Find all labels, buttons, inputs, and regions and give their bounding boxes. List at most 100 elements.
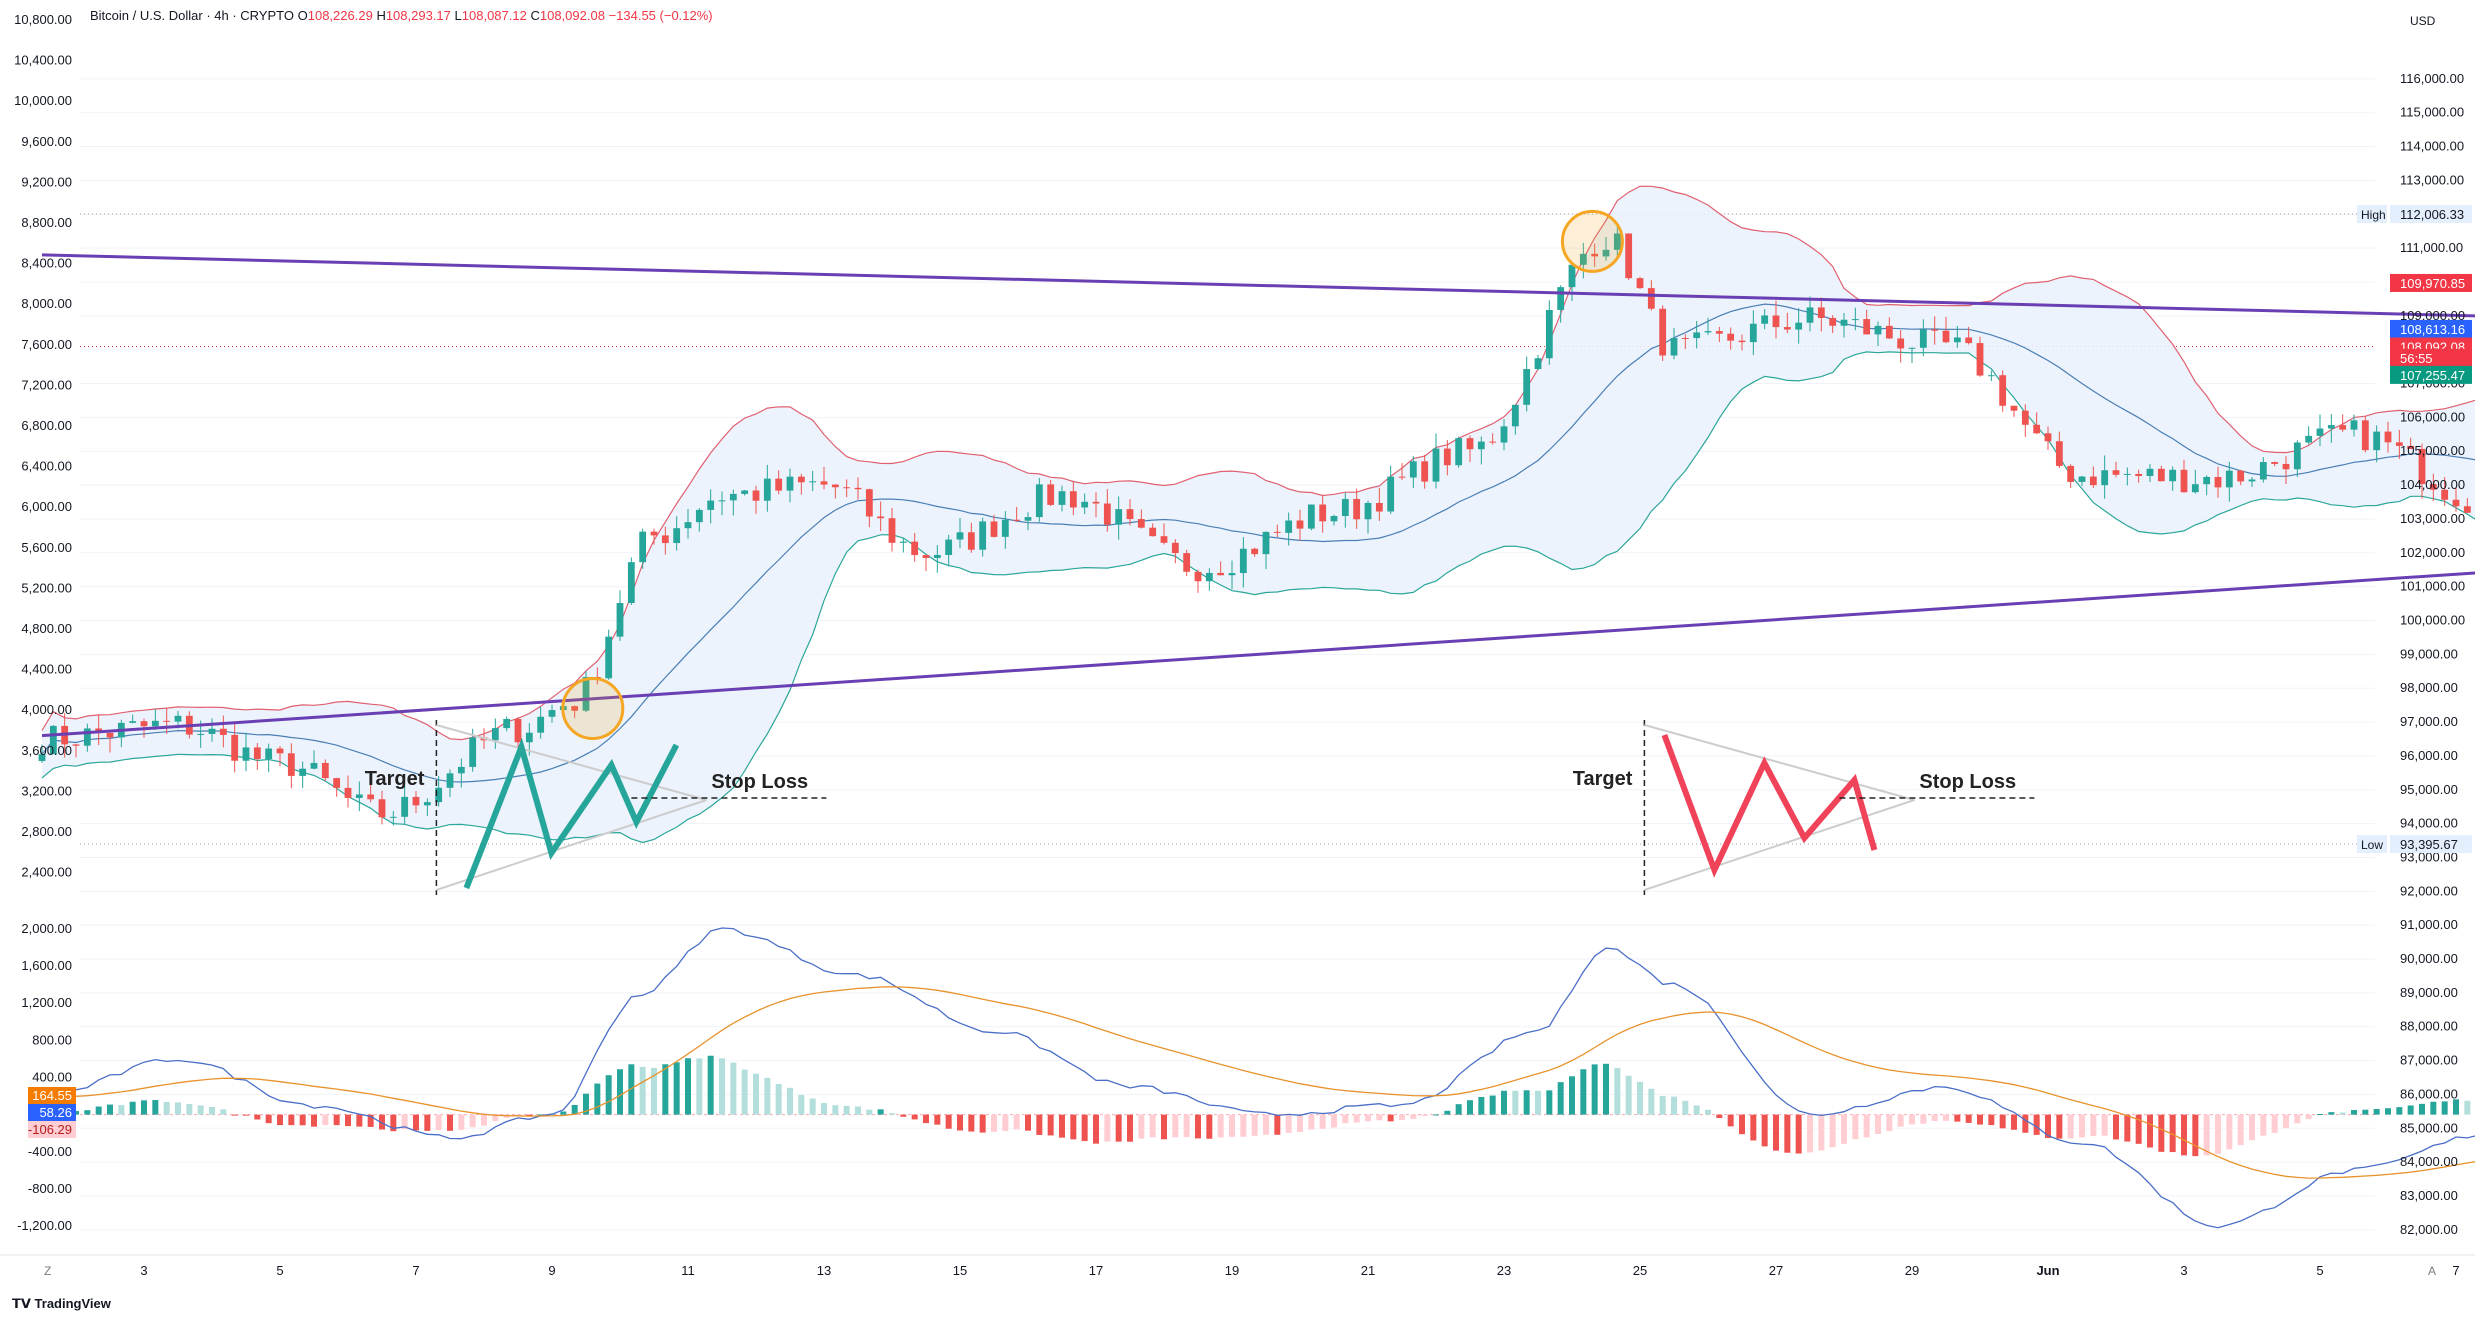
candle-body (1228, 573, 1236, 576)
tradingview-logo[interactable]: 𝗧𝗩 TradingView (12, 1296, 111, 1312)
bb-fill (42, 186, 2475, 843)
macd-histogram-bar (1251, 1114, 1258, 1136)
currency-label: USD (2410, 14, 2436, 28)
macd-histogram-bar (1240, 1114, 1247, 1137)
candle-body (2293, 442, 2301, 470)
macd-histogram-bar (118, 1105, 125, 1115)
candle-body (1432, 448, 1440, 482)
macd-histogram-bar (764, 1077, 771, 1115)
candle-body (1806, 307, 1814, 323)
time-axis-tick: 9 (548, 1263, 555, 1278)
candle-body (2237, 470, 2245, 482)
left-axis-tick: 8,800.00 (21, 215, 72, 230)
macd-histogram-bar (1637, 1081, 1643, 1115)
candle-body (1942, 330, 1950, 343)
extreme-value-text: 93,395.67 (2400, 837, 2458, 852)
candle-body (2316, 428, 2324, 436)
time-axis[interactable]: Z357911131517192123252729Jun357911131517… (0, 1254, 2475, 1278)
macd-histogram-bar (333, 1114, 340, 1126)
macd-histogram-bar (843, 1105, 850, 1115)
candle-body (718, 500, 726, 502)
macd-histogram-bar (685, 1058, 691, 1115)
candle-body (2271, 462, 2279, 464)
candle-body (888, 518, 896, 543)
change-value: −134.55 (−0.12%) (608, 8, 713, 23)
candle-body (2123, 473, 2131, 475)
macd-histogram-bar (1875, 1114, 1881, 1134)
macd-histogram-bar (469, 1114, 476, 1128)
left-axis-tick: 10,000.00 (14, 93, 72, 108)
macd-value-bg (28, 1104, 76, 1121)
macd-histogram-bar (2158, 1114, 2165, 1152)
macd-histogram-bar (583, 1093, 589, 1115)
macd-histogram-bar (401, 1114, 408, 1130)
candle-body (2112, 470, 2120, 475)
candle-body (2259, 462, 2267, 480)
right-axis-tick: 104,000.00 (2400, 477, 2465, 492)
candle-body (2067, 465, 2075, 482)
macd-histogram-bar (1025, 1114, 1031, 1131)
macd-histogram-bar (1217, 1114, 1224, 1138)
macd-histogram-bar (2441, 1101, 2448, 1115)
macd-histogram-bar (1115, 1114, 1122, 1142)
price-label-text: 109,970.85 (2400, 276, 2465, 291)
candle-body (2191, 484, 2199, 493)
macd-histogram-bar (1047, 1114, 1054, 1136)
macd-histogram-bar (220, 1109, 227, 1115)
candle-body (2101, 470, 2109, 486)
high-label: H (376, 8, 386, 23)
macd-histogram-bar (2135, 1114, 2142, 1144)
price-axes[interactable]: USD 116,000.00 115,000.00 114,000.00 113,000… (14, 12, 2472, 1237)
macd-histogram-bar (435, 1114, 442, 1131)
macd-histogram-bar (798, 1094, 805, 1115)
diagram-bearish: Target Stop Loss (1573, 720, 2035, 895)
time-axis-tick: 3 (2180, 1263, 2187, 1278)
macd-histogram-bar (1501, 1090, 1507, 1115)
candle-body (378, 799, 386, 818)
candle-body (1149, 527, 1157, 537)
right-axis-tick: 92,000.00 (2400, 883, 2458, 898)
macd-histogram-bar (2067, 1114, 2074, 1139)
macd-histogram-bar (1070, 1114, 1077, 1140)
candle-body (129, 721, 137, 723)
right-axis-tick: 106,000.00 (2400, 409, 2465, 424)
candle-body (1024, 517, 1032, 521)
macd-histogram-bar (1421, 1114, 1428, 1116)
macd-histogram-bar (1036, 1114, 1043, 1135)
candle-body (1647, 288, 1655, 309)
candle-body (661, 535, 669, 544)
candle-body (2373, 431, 2381, 451)
macd-histogram-bar (265, 1114, 272, 1124)
candle-body (2384, 431, 2392, 443)
macd-histogram-bar (889, 1113, 895, 1115)
bb-basis-line (41, 303, 2475, 783)
macd-histogram-bar (2101, 1114, 2108, 1136)
candle-body (1919, 329, 1927, 348)
macd-histogram-bar (2237, 1114, 2244, 1146)
macd-histogram-bar (1761, 1114, 1768, 1147)
macd-histogram-bar (379, 1114, 385, 1130)
candle-body (457, 766, 465, 774)
candle-body (1239, 548, 1247, 574)
macd-histogram-bar (197, 1105, 204, 1115)
right-axis-tick: 90,000.00 (2400, 951, 2458, 966)
candle-body (1591, 253, 1599, 257)
candle-body (208, 728, 216, 734)
price-label-text: 107,255.47 (2400, 368, 2465, 383)
candle-body (1205, 572, 1213, 582)
macd-histogram-bar (1206, 1114, 1213, 1139)
macd-histogram-bar (1784, 1114, 1791, 1153)
candle-body (1636, 278, 1644, 289)
candle-body (1897, 338, 1905, 349)
price-label-bg (2390, 273, 2472, 292)
macd-value-bg (28, 1087, 76, 1104)
candle-body (1761, 315, 1769, 324)
macd-histogram-bar (2407, 1105, 2414, 1115)
macd-histogram-bar (1081, 1114, 1088, 1142)
candle-body (1217, 572, 1225, 576)
candle-body (2055, 441, 2063, 466)
candle-body (1874, 325, 1882, 335)
macd-histogram-bar (1716, 1114, 1723, 1119)
candle-body (1704, 331, 1712, 333)
